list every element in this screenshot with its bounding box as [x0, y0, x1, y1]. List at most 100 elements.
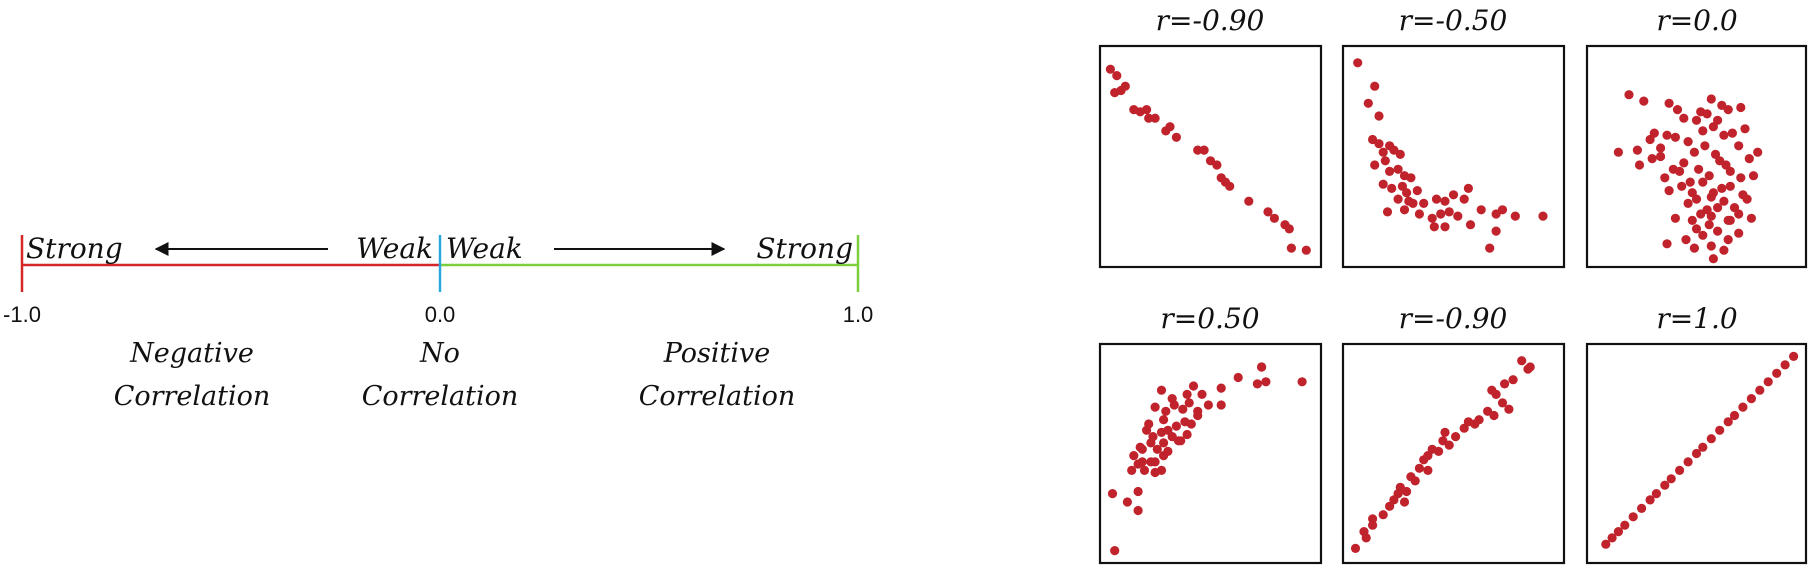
no-correlation-line1: No: [419, 338, 460, 369]
scatter-point: [1725, 181, 1735, 191]
scatter-point: [1127, 465, 1137, 475]
scatter-point: [1719, 130, 1729, 140]
scatter-points: [1107, 362, 1307, 556]
scatter-point: [1144, 113, 1154, 123]
scatter-point: [1675, 465, 1685, 475]
scatter-point: [1368, 520, 1378, 530]
scatter-point: [1116, 85, 1126, 96]
scatter-point: [1639, 96, 1649, 106]
scatter-point: [1144, 419, 1154, 429]
scatter-point: [1620, 520, 1630, 530]
scatter-point: [1225, 181, 1235, 191]
scatter-point: [1708, 188, 1718, 198]
scatter-point: [1263, 207, 1273, 217]
scatter-point: [1763, 377, 1773, 387]
scatter-point: [1683, 457, 1693, 467]
scatter-point: [1672, 105, 1683, 115]
scatter-point: [1436, 209, 1446, 219]
scatter-point: [1717, 183, 1727, 193]
neg-weak-label: Weak: [356, 232, 433, 265]
panel-title: r=0.0: [1656, 4, 1737, 37]
scatter-point: [1679, 113, 1689, 123]
scatter-point: [1698, 177, 1708, 187]
scatter-point: [1476, 205, 1486, 215]
scatter-point: [1150, 402, 1160, 412]
scatter-point: [1216, 383, 1226, 393]
scatter-point: [1402, 188, 1412, 198]
scatter-point: [1176, 436, 1186, 446]
scatter-point: [1736, 102, 1746, 113]
scatter-point: [1685, 177, 1695, 187]
scatter-panel-5: r=-0.90: [1341, 302, 1566, 565]
scatter-point: [1423, 465, 1433, 475]
scatter-point: [1431, 194, 1442, 204]
scatter-point: [1727, 128, 1737, 138]
scatter-point: [1696, 209, 1706, 219]
scatter-point: [1689, 147, 1699, 157]
scatter-point: [1740, 124, 1750, 134]
scatter-points: [1350, 356, 1535, 553]
scatter-point: [1628, 512, 1638, 522]
scatter-point: [1186, 419, 1196, 429]
scatter-point: [1161, 406, 1171, 416]
scatter-points: [1105, 64, 1311, 255]
scatter-point: [1694, 164, 1704, 174]
panel-title: r=1.0: [1656, 302, 1737, 335]
scatter-panel-3: r=0.0: [1585, 4, 1808, 269]
scatter-point: [1681, 235, 1691, 245]
scatter-point: [1500, 379, 1510, 389]
scatter-point: [1301, 245, 1311, 255]
scatter-point: [1738, 402, 1748, 412]
scatter-point: [1252, 379, 1262, 389]
panel-frame: [1341, 342, 1566, 565]
scatter-point: [1414, 209, 1424, 219]
scatter-point: [1378, 179, 1388, 189]
scatter-point: [1156, 385, 1167, 395]
scatter-point: [1719, 196, 1729, 206]
scatter-point: [1687, 215, 1697, 225]
scatter-point: [1440, 427, 1450, 437]
scatter-point: [1159, 415, 1169, 425]
scatter-point: [1374, 111, 1384, 121]
scatter-point: [1660, 173, 1670, 183]
scatter-point: [1734, 141, 1744, 151]
scatter-point: [1178, 404, 1188, 414]
neg-strong-label: Strong: [26, 232, 123, 265]
scatter-point: [1497, 205, 1508, 215]
scatter-point: [1150, 457, 1160, 467]
scatter-point: [1607, 533, 1617, 543]
panel-title: r=-0.90: [1399, 302, 1508, 335]
scatter-point: [1691, 448, 1702, 459]
scatter-point: [1165, 122, 1175, 132]
scatter-point: [1729, 410, 1740, 421]
scatter-point: [1193, 406, 1203, 416]
panel-frame: [1341, 44, 1566, 269]
scatter-point: [1382, 207, 1393, 217]
scatter-point: [1444, 207, 1454, 217]
positive-category-line2: Correlation: [639, 381, 796, 412]
pos-strong-label: Strong: [756, 232, 853, 265]
scatter-point: [1683, 137, 1693, 147]
scatter-point: [1244, 196, 1254, 206]
scatter-point: [1780, 360, 1790, 370]
scatter-point: [1393, 194, 1403, 204]
scatter-point: [1395, 149, 1405, 159]
scatter-point: [1491, 389, 1501, 399]
scatter-point: [1624, 90, 1634, 100]
min-value-label: -1.0: [3, 302, 41, 327]
scatter-point: [1451, 432, 1461, 442]
scatter-point: [1670, 132, 1680, 142]
scatter-point: [1723, 417, 1733, 427]
scatter-point: [1504, 404, 1514, 414]
scatter-point: [1284, 224, 1294, 234]
negative-category-line2: Correlation: [114, 381, 271, 412]
scatter-point: [1700, 141, 1710, 151]
scatter-point: [1677, 181, 1687, 191]
scatter-point: [1698, 230, 1708, 240]
scatter-point: [1706, 211, 1716, 221]
pos-weak-label: Weak: [446, 232, 523, 265]
scatter-point: [1370, 160, 1380, 170]
scatter-point: [1713, 203, 1723, 213]
scatter-point: [1105, 64, 1115, 74]
scatter-point: [1670, 213, 1680, 223]
